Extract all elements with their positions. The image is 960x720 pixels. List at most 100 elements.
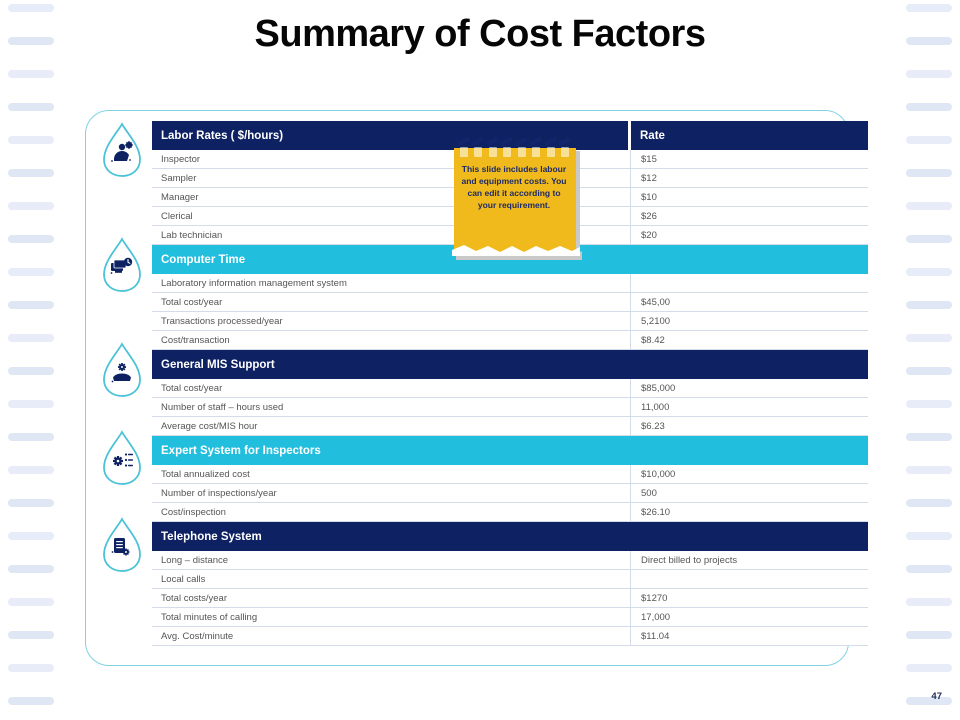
row-label: Inspector	[152, 150, 631, 168]
row-label: Number of staff – hours used	[152, 398, 631, 416]
decorative-dash	[906, 268, 952, 276]
decorative-dash	[8, 400, 54, 408]
table-row: Total annualized cost $10,000	[152, 465, 868, 484]
row-value: $10	[641, 191, 657, 203]
decorative-dash	[8, 70, 54, 78]
decorative-dash	[8, 103, 54, 111]
row-label: Total annualized cost	[152, 465, 631, 483]
sticky-note-torn-edge	[452, 245, 582, 260]
row-label: Local calls	[152, 570, 631, 588]
row-label: Total cost/year	[152, 379, 631, 397]
decorative-dash	[906, 532, 952, 540]
decorative-dash	[8, 631, 54, 639]
mis-support-icon	[97, 341, 147, 399]
decorative-dash	[8, 598, 54, 606]
decorative-dash	[906, 37, 952, 45]
row-label: Sampler	[152, 169, 631, 187]
decorative-dash	[906, 202, 952, 210]
table-row: Total minutes of calling 17,000	[152, 608, 868, 627]
stitch-icon	[517, 140, 528, 158]
stitch-icon	[531, 140, 542, 158]
row-label: Cost/inspection	[152, 503, 631, 521]
decorative-dashes-right	[906, 0, 954, 720]
row-value: Direct billed to projects	[641, 554, 738, 566]
row-value: $1270	[641, 592, 668, 604]
stitch-icon	[546, 140, 557, 158]
decorative-dash	[8, 136, 54, 144]
stitch-icon	[473, 140, 484, 158]
sticky-note-body	[454, 148, 576, 252]
decorative-dash	[906, 70, 952, 78]
decorative-dash	[8, 301, 54, 309]
labor-rates-icon	[97, 121, 147, 179]
decorative-dash	[906, 334, 952, 342]
section-title: General MIS Support	[161, 358, 275, 371]
row-value: 17,000	[641, 611, 671, 623]
decorative-dash	[906, 367, 952, 375]
decorative-dash	[906, 499, 952, 507]
sticky-note: This slide includes labour and equipment…	[452, 140, 582, 268]
row-value: $26.10	[641, 506, 671, 518]
decorative-dash	[906, 565, 952, 573]
row-value: $15	[641, 153, 657, 165]
row-value: $6.23	[641, 420, 665, 432]
decorative-dash	[906, 301, 952, 309]
row-value: $11.04	[641, 630, 670, 642]
row-value: $20	[641, 229, 657, 241]
row-label: Long – distance	[152, 551, 631, 569]
decorative-dash	[906, 136, 952, 144]
decorative-dash	[906, 235, 952, 243]
expert-system-icon	[97, 429, 147, 487]
table-row: Cost/inspection $26.10	[152, 503, 868, 522]
table-row: Avg. Cost/minute $11.04	[152, 627, 868, 646]
table-row: Total cost/year $45,00	[152, 293, 868, 312]
table-row: Local calls	[152, 570, 868, 589]
row-label: Transactions processed/year	[152, 312, 631, 330]
decorative-dash	[8, 466, 54, 474]
decorative-dash	[8, 532, 54, 540]
row-label: Total minutes of calling	[152, 608, 631, 626]
sticky-note-text: This slide includes labour and equipment…	[461, 164, 567, 210]
row-label: Average cost/MIS hour	[152, 417, 631, 435]
decorative-dash	[8, 664, 54, 672]
row-value: 5,2100	[641, 315, 671, 327]
table-row: Cost/transaction $8.42	[152, 331, 868, 350]
row-value: $10,000	[641, 468, 676, 480]
decorative-dash	[906, 466, 952, 474]
decorative-dash	[8, 268, 54, 276]
decorative-dash	[906, 697, 952, 705]
row-label: Lab technician	[152, 226, 631, 244]
decorative-dash	[8, 169, 54, 177]
page-number: 47	[931, 691, 942, 702]
table-row: Laboratory information management system	[152, 274, 868, 293]
section-header-expert-system-for-inspectors: Expert System for Inspectors	[152, 436, 868, 465]
row-value: $8.42	[641, 334, 665, 346]
stitch-icon	[560, 140, 571, 158]
row-label: Clerical	[152, 207, 631, 225]
decorative-dash	[8, 4, 54, 12]
decorative-dash	[8, 202, 54, 210]
decorative-dash	[8, 367, 54, 375]
decorative-dash	[906, 598, 952, 606]
decorative-dash	[906, 4, 952, 12]
stitch-icon	[459, 140, 470, 158]
section-title: Computer Time	[161, 253, 246, 266]
stitch-icon	[488, 140, 499, 158]
decorative-dash	[8, 433, 54, 441]
section-header-telephone-system: Telephone System	[152, 522, 868, 551]
decorative-dash	[906, 631, 952, 639]
table-header-rate: Rate	[631, 121, 868, 150]
row-label: Number of inspections/year	[152, 484, 631, 502]
table-row: Number of staff – hours used 11,000	[152, 398, 868, 417]
row-value: 500	[641, 487, 657, 499]
decorative-dash	[906, 400, 952, 408]
row-label: Manager	[152, 188, 631, 206]
row-value: 11,000	[641, 401, 670, 413]
row-label: Total costs/year	[152, 589, 631, 607]
row-value: $12	[641, 172, 657, 184]
section-header-general-mis-support: General MIS Support	[152, 350, 868, 379]
row-value: $85,000	[641, 382, 676, 394]
table-row: Long – distance Direct billed to projects	[152, 551, 868, 570]
telephone-system-icon	[97, 516, 147, 574]
